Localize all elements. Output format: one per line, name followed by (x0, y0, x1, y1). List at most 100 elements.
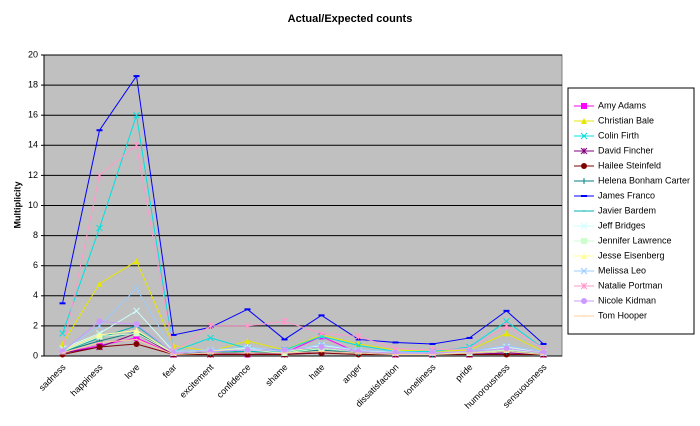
legend-label: Melissa Leo (598, 265, 646, 275)
legend-label: Colin Firth (598, 130, 639, 140)
y-tick-label: 14 (28, 140, 38, 150)
y-tick-label: 8 (33, 230, 38, 240)
marker (281, 318, 288, 325)
series-line (62, 115, 544, 353)
marker (318, 330, 325, 337)
marker (357, 352, 360, 354)
y-tick-label: 16 (28, 110, 38, 120)
series-line (62, 338, 544, 355)
marker (133, 327, 140, 334)
x-tick-label: pride (453, 362, 474, 383)
marker (581, 118, 587, 124)
marker (320, 350, 323, 353)
marker (170, 342, 177, 349)
marker (96, 224, 103, 232)
marker (394, 353, 397, 356)
marker (503, 330, 510, 337)
legend-label: Natalie Portman (598, 280, 663, 290)
marker (133, 258, 140, 265)
marker (207, 334, 214, 342)
marker (580, 132, 588, 140)
y-tick-label: 10 (28, 200, 38, 210)
legend-label: David Fincher (598, 145, 654, 155)
y-tick-label: 2 (33, 320, 38, 330)
marker (318, 343, 325, 350)
marker (505, 350, 508, 353)
y-tick-label: 12 (28, 170, 38, 180)
legend-label: Helena Bonham Carter (598, 175, 690, 185)
x-tick-label: fear (161, 362, 179, 380)
legend-label: Amy Adams (598, 100, 647, 110)
x-tick-label: hate (307, 362, 326, 381)
marker (133, 321, 140, 328)
legend-label: Tom Hooper (598, 310, 647, 320)
marker (580, 282, 588, 290)
marker (172, 353, 175, 356)
marker (468, 352, 471, 354)
series-line (62, 260, 544, 352)
marker (283, 352, 286, 354)
series-line (62, 144, 544, 353)
marker (503, 351, 510, 358)
marker (583, 210, 585, 212)
marker (96, 280, 103, 287)
marker (133, 284, 140, 292)
marker (96, 318, 103, 325)
legend-label: Jeff Bridges (598, 220, 646, 230)
y-tick-label: 18 (28, 79, 38, 89)
legend-label: Hailee Steinfeld (598, 160, 661, 170)
marker (581, 238, 587, 244)
marker (96, 343, 103, 350)
marker (580, 147, 588, 155)
marker (355, 333, 362, 340)
series-line (62, 320, 544, 354)
marker (133, 141, 140, 149)
marker (318, 333, 325, 340)
marker (133, 334, 140, 341)
y-tick-label: 0 (33, 350, 38, 360)
legend-label: Jesse Eisenberg (598, 250, 665, 260)
marker (581, 253, 587, 259)
y-tick-label: 4 (33, 290, 38, 300)
marker (244, 337, 251, 344)
legend-label: Jennifer Lawrence (598, 235, 672, 245)
chart-title: Actual/Expected counts (288, 13, 413, 25)
legend-label: James Franco (598, 190, 655, 200)
marker (96, 331, 103, 338)
marker (581, 298, 587, 304)
series-line (62, 343, 544, 355)
marker (244, 322, 251, 330)
marker (207, 322, 214, 330)
marker (581, 103, 587, 109)
marker (503, 345, 510, 352)
marker (133, 307, 140, 315)
marker (133, 330, 140, 337)
marker (431, 353, 434, 356)
marker (581, 163, 587, 169)
marker (281, 346, 288, 353)
x-tick-label: excitement (178, 362, 216, 400)
y-tick-label: 20 (28, 49, 38, 59)
x-tick-label: love (123, 362, 142, 381)
y-tick-label: 6 (33, 260, 38, 270)
y-axis-title: Multiplicity (12, 182, 22, 229)
marker (135, 338, 138, 341)
marker (98, 341, 101, 344)
marker (503, 322, 510, 330)
marker (209, 352, 212, 354)
marker (61, 352, 64, 354)
marker (246, 352, 249, 354)
marker (581, 178, 587, 184)
x-tick-label: confidence (215, 362, 253, 400)
marker (542, 353, 545, 356)
marker (59, 330, 66, 337)
marker (133, 111, 140, 119)
marker (580, 267, 588, 275)
legend-label: Christian Bale (598, 115, 654, 125)
x-tick-label: shame (263, 362, 289, 388)
marker (580, 222, 588, 230)
marker (96, 172, 103, 179)
x-tick-label: sadness (37, 362, 68, 393)
marker (96, 322, 103, 330)
